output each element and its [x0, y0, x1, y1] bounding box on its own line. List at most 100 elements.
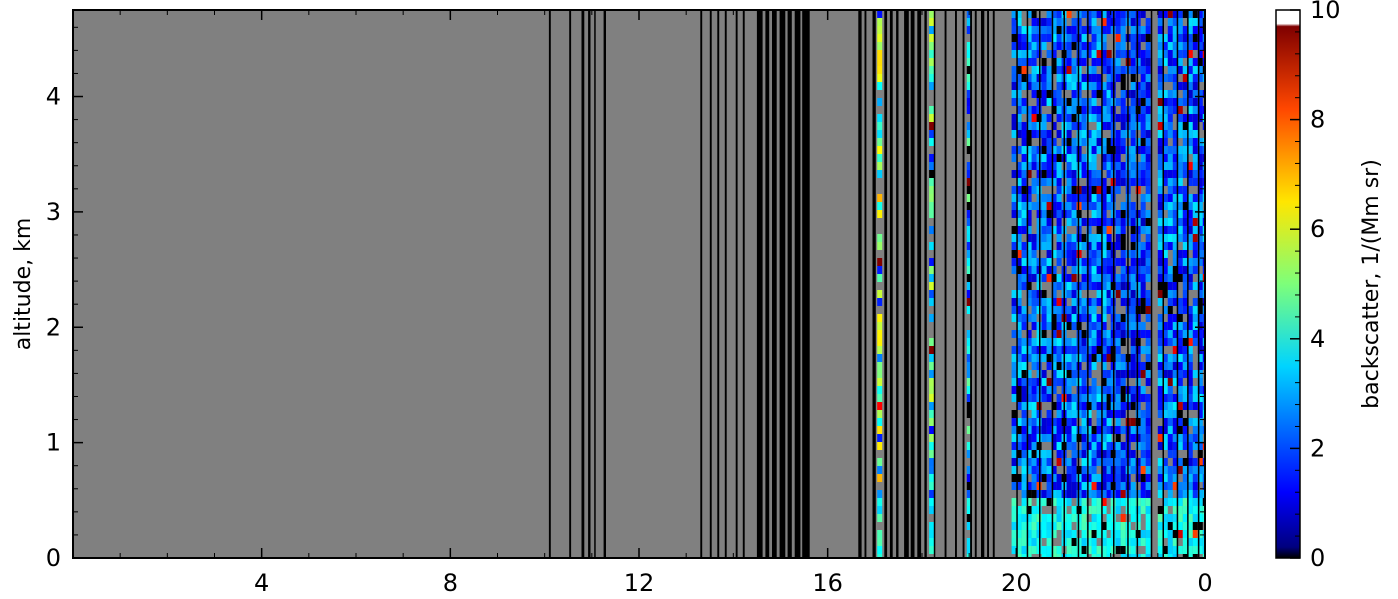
heatmap-cell	[1056, 82, 1062, 90]
heatmap-cell	[1011, 362, 1017, 370]
heatmap-cell	[1041, 530, 1047, 538]
heatmap-cell	[1197, 530, 1203, 538]
heatmap-cell	[1130, 66, 1136, 74]
heatmap-cell	[1081, 42, 1087, 50]
heatmap-cell	[1041, 458, 1047, 466]
heatmap-cell	[1046, 546, 1052, 554]
heatmap-cell	[1120, 338, 1126, 346]
heatmap-cell	[1046, 530, 1052, 538]
heatmap-cell	[1096, 114, 1102, 122]
heatmap-cell	[1046, 210, 1052, 218]
heatmap-cell	[1056, 346, 1062, 354]
heatmap-cell	[1145, 234, 1151, 242]
heatmap-cell	[1091, 490, 1097, 498]
heatmap-cell	[1157, 34, 1163, 42]
heatmap-cell	[1016, 434, 1022, 442]
heatmap-cell	[1192, 338, 1198, 346]
heatmap-cell	[1026, 458, 1032, 466]
heatmap-cell	[1021, 458, 1027, 466]
dropout-band	[1113, 10, 1115, 558]
heatmap-cell	[1140, 210, 1146, 218]
heatmap-cell	[1172, 178, 1178, 186]
heatmap-cell	[1145, 434, 1151, 442]
heatmap-cell	[1135, 98, 1141, 106]
heatmap-cell	[1066, 394, 1072, 402]
heatmap-cell	[1101, 538, 1107, 546]
heatmap-cell	[1071, 42, 1077, 50]
heatmap-cell	[966, 426, 972, 434]
heatmap-cell	[1021, 202, 1027, 210]
heatmap-cell	[1041, 418, 1047, 426]
heatmap-cell	[1091, 194, 1097, 202]
heatmap-cell	[1071, 298, 1077, 306]
heatmap-cell	[1101, 218, 1107, 226]
heatmap-cell	[1120, 202, 1126, 210]
heatmap-cell	[1066, 434, 1072, 442]
heatmap-cell	[1041, 354, 1047, 362]
heatmap-cell	[1115, 154, 1121, 162]
heatmap-cell	[1162, 106, 1168, 114]
heatmap-cell	[1135, 330, 1141, 338]
heatmap-cell	[1172, 290, 1178, 298]
heatmap-cell	[1197, 370, 1203, 378]
heatmap-cell	[1051, 514, 1057, 522]
heatmap-cell	[1086, 114, 1092, 122]
heatmap-cell	[1026, 530, 1032, 538]
heatmap-cell	[1157, 354, 1163, 362]
heatmap-cell	[1056, 402, 1062, 410]
heatmap-cell	[1066, 282, 1072, 290]
dropout-band	[1016, 10, 1018, 558]
heatmap-cell	[1086, 522, 1092, 530]
heatmap-cell	[1081, 170, 1087, 178]
heatmap-cell	[1091, 346, 1097, 354]
heatmap-cell	[877, 258, 883, 266]
heatmap-cell	[1187, 242, 1193, 250]
heatmap-cell	[1135, 50, 1141, 58]
heatmap-cell	[1026, 354, 1032, 362]
heatmap-cell	[1046, 298, 1052, 306]
heatmap-cell	[1091, 210, 1097, 218]
heatmap-cell	[1051, 386, 1057, 394]
heatmap-cell	[1157, 274, 1163, 282]
heatmap-cell	[1182, 218, 1188, 226]
heatmap-cell	[966, 146, 972, 154]
heatmap-cell	[1172, 10, 1178, 18]
heatmap-cell	[1115, 490, 1121, 498]
heatmap-cell	[1096, 322, 1102, 330]
heatmap-cell	[1066, 106, 1072, 114]
heatmap-cell	[1162, 530, 1168, 538]
heatmap-cell	[1167, 178, 1173, 186]
heatmap-cell	[1026, 26, 1032, 34]
heatmap-cell	[1031, 538, 1037, 546]
heatmap-cell	[1051, 370, 1057, 378]
heatmap-cell	[1197, 90, 1203, 98]
heatmap-cell	[1177, 378, 1183, 386]
heatmap-cell	[1051, 546, 1057, 554]
heatmap-cell	[929, 34, 935, 42]
heatmap-cell	[1101, 546, 1107, 554]
heatmap-cell	[1011, 74, 1017, 82]
heatmap-cell	[1162, 50, 1168, 58]
heatmap-cell	[1026, 426, 1032, 434]
heatmap-cell	[1157, 266, 1163, 274]
heatmap-cell	[877, 434, 883, 442]
heatmap-cell	[1046, 194, 1052, 202]
heatmap-cell	[1187, 394, 1193, 402]
heatmap-cell	[1130, 554, 1136, 558]
heatmap-cell	[877, 410, 883, 418]
heatmap-cell	[1115, 34, 1121, 42]
heatmap-cell	[1016, 554, 1022, 558]
heatmap-cell	[1066, 178, 1072, 186]
heatmap-cell	[1177, 522, 1183, 530]
heatmap-cell	[1091, 170, 1097, 178]
heatmap-cell	[1086, 530, 1092, 538]
heatmap-cell	[1135, 362, 1141, 370]
heatmap-cell	[1187, 26, 1193, 34]
heatmap-cell	[1140, 474, 1146, 482]
heatmap-cell	[1145, 458, 1151, 466]
heatmap-cell	[1187, 258, 1193, 266]
heatmap-cell	[1046, 386, 1052, 394]
heatmap-cell	[1101, 274, 1107, 282]
heatmap-cell	[1135, 114, 1141, 122]
heatmap-cell	[1096, 10, 1102, 18]
